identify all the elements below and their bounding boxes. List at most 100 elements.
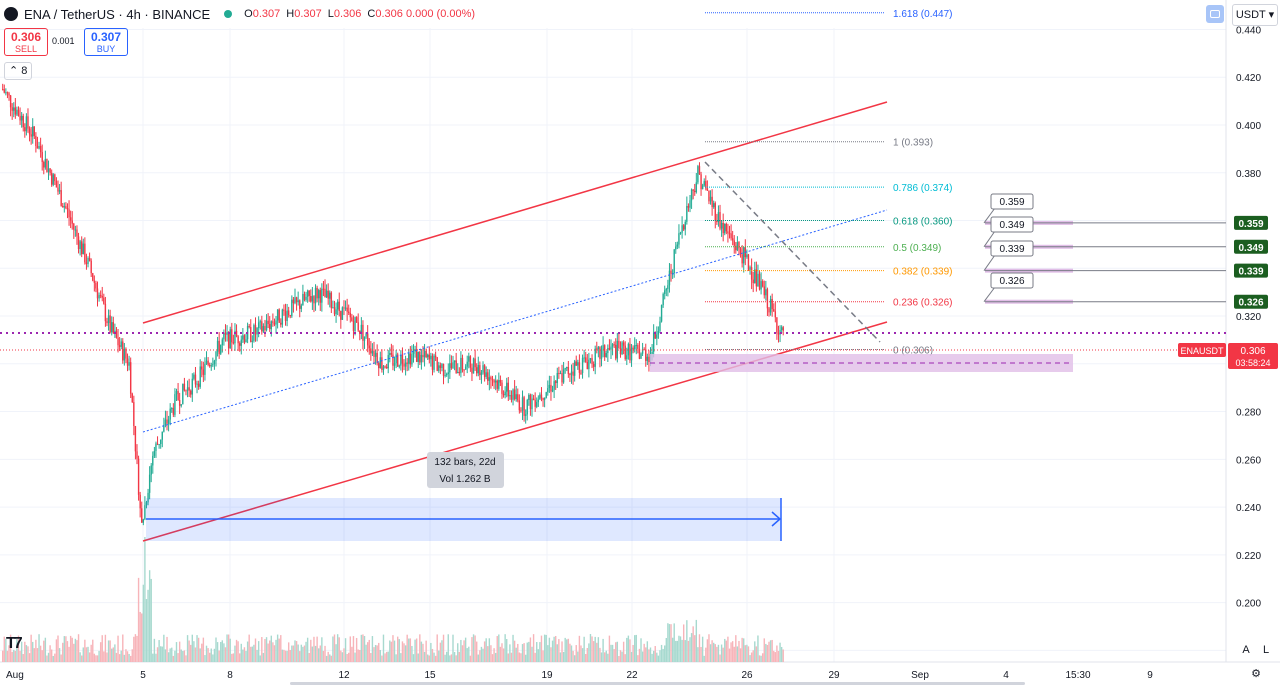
buy-button[interactable]: 0.307 BUY [84, 28, 128, 56]
volume-bar [185, 655, 187, 662]
candle-body [343, 307, 345, 309]
candle-body [713, 203, 715, 208]
volume-bar [202, 637, 205, 662]
volume-bar [395, 654, 397, 662]
volume-bar [728, 648, 731, 662]
volume-bar [251, 646, 254, 662]
auto-scale-button[interactable]: A [1242, 644, 1250, 656]
volume-bar [398, 639, 400, 662]
candle-body [379, 357, 382, 369]
candle-body [336, 301, 339, 310]
price-tick-label: 0.200 [1236, 599, 1261, 610]
fib-level-label: 0.236 (0.326) [893, 298, 953, 309]
volume-bar [569, 643, 571, 662]
candle-body [50, 172, 53, 185]
settings-gear-icon[interactable]: ⚙ [1251, 668, 1261, 680]
candle-body [719, 212, 721, 229]
candle-body [32, 126, 34, 137]
volume-bar [96, 655, 99, 662]
axis-price-badge-label: 0.359 [1238, 219, 1263, 230]
volume-bar [166, 636, 168, 662]
volume-bar [555, 635, 557, 662]
volume-bar [768, 641, 770, 662]
volume-bar [665, 637, 667, 662]
candle-body [558, 372, 560, 374]
candle-body [178, 400, 181, 406]
candle-body [466, 361, 468, 367]
volume-bar [178, 641, 181, 662]
candle-body [510, 395, 513, 400]
volume-bar [575, 645, 577, 662]
volume-bar [371, 636, 374, 662]
candle-body [289, 315, 291, 317]
volume-bar [730, 642, 732, 662]
candle-body [346, 307, 348, 312]
volume-bar [6, 650, 9, 662]
candle-body [479, 365, 481, 376]
volume-bar [158, 640, 160, 662]
candle-body [483, 365, 486, 377]
volume-bar [109, 640, 111, 662]
volume-bar [716, 646, 718, 662]
volume-bar [167, 652, 170, 662]
candle-body [276, 309, 279, 321]
candle-body [313, 296, 315, 304]
volume-bar [73, 643, 75, 662]
candle-body [420, 354, 423, 363]
sell-button[interactable]: 0.306 SELL [4, 28, 48, 56]
candle-body [412, 351, 415, 354]
volume-bar [559, 652, 562, 662]
camera-icon[interactable] [1206, 5, 1224, 23]
volume-bar [494, 652, 497, 662]
candle-body [85, 262, 88, 265]
volume-bar [686, 620, 688, 662]
volume-bar [144, 537, 146, 662]
volume-bar [564, 637, 566, 662]
candle-body [76, 229, 78, 237]
candle-body [186, 387, 189, 391]
candle-body [167, 419, 170, 424]
candle-body [310, 295, 312, 302]
indicators-collapse-button[interactable]: ⌃ 8 [4, 62, 33, 80]
candle-body [526, 399, 528, 415]
volume-bar [215, 637, 217, 662]
candle-body [384, 366, 386, 368]
volume-bar [333, 634, 336, 662]
volume-bar [147, 589, 149, 662]
volume-bar [441, 640, 443, 662]
volume-bar [403, 643, 405, 662]
candle-body [36, 145, 39, 149]
candle-body [618, 340, 620, 349]
volume-bar [651, 653, 653, 662]
candle-body [654, 332, 656, 339]
candle-body [540, 394, 543, 398]
currency-select[interactable]: USDT ▾ [1232, 4, 1278, 26]
volume-bar [190, 644, 192, 662]
volume-bar [678, 635, 680, 662]
tradingview-logo-icon: T7 [6, 635, 23, 652]
time-tick-label: 15:30 [1065, 670, 1090, 681]
volume-bar [329, 654, 331, 662]
volume-bar [49, 645, 51, 662]
candle-body [248, 326, 250, 328]
candle-body [518, 400, 521, 411]
symbol-title[interactable]: ENA / TetherUS · 4h · BINANCE [24, 6, 211, 22]
candle-body [319, 290, 321, 303]
candle-body [281, 309, 284, 325]
volume-bar [626, 637, 628, 662]
volume-bar [133, 636, 135, 662]
candle-body [573, 361, 576, 376]
candle-body [773, 309, 775, 312]
log-scale-button[interactable]: L [1262, 644, 1270, 656]
candle-body [66, 208, 69, 210]
volume-bar [461, 645, 464, 662]
candle-body [261, 321, 263, 332]
volume-bar [477, 654, 479, 662]
candle-body [709, 196, 712, 202]
volume-bar [218, 650, 220, 662]
volume-bar [545, 634, 547, 662]
candle-body [596, 348, 598, 350]
candle-body [746, 254, 748, 258]
candle-body [257, 322, 260, 329]
